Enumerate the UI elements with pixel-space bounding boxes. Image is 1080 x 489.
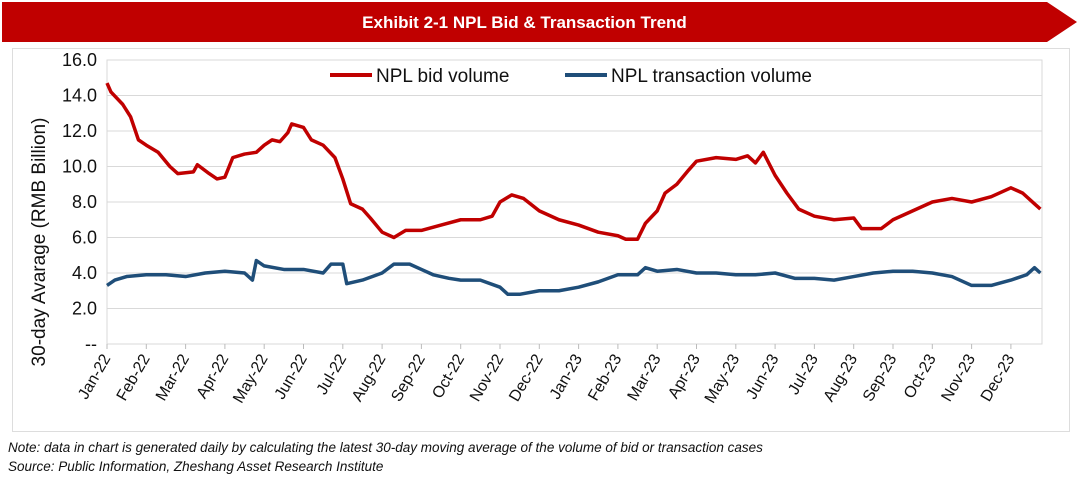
legend-label-bid: NPL bid volume [376, 66, 509, 87]
chart-source: Source: Public Information, Zheshang Ass… [8, 459, 384, 474]
x-tick-label: Sep-23 [860, 351, 901, 404]
x-tick-label: Feb-22 [114, 351, 154, 403]
x-tick-label: Apr-22 [194, 351, 233, 401]
x-tick-label: Feb-23 [585, 351, 625, 403]
y-tick-label: 8.0 [72, 192, 97, 212]
x-tick-label: Jul-22 [314, 351, 351, 397]
x-tick-label: Jan-23 [547, 351, 586, 402]
x-tick-label: Mar-23 [625, 351, 665, 403]
x-tick-label: Apr-23 [665, 351, 704, 401]
y-tick-label: 16.0 [62, 50, 97, 70]
y-tick-label: 6.0 [72, 228, 97, 248]
x-tick-label: Nov-23 [939, 351, 980, 404]
y-tick-label: -- [85, 334, 97, 354]
x-tick-label: Jan-22 [75, 351, 114, 402]
y-tick-label: 14.0 [62, 86, 97, 106]
x-tick-label: Dec-22 [506, 351, 547, 404]
x-tick-label: Dec-23 [978, 351, 1019, 404]
title-banner: Exhibit 2-1 NPL Bid & Transaction Trend [2, 2, 1077, 42]
x-tick-label: Mar-22 [153, 351, 193, 403]
x-tick-label: Oct-23 [901, 351, 940, 401]
chart-title: Exhibit 2-1 NPL Bid & Transaction Trend [362, 13, 687, 32]
x-tick-label: Aug-23 [821, 351, 862, 404]
x-tick-label: May-23 [702, 351, 743, 406]
x-tick-label: Oct-22 [429, 351, 468, 401]
x-tick-label: Nov-22 [467, 351, 508, 404]
chart-note: Note: data in chart is generated daily b… [8, 440, 763, 455]
x-tick-label: Jun-23 [743, 351, 782, 402]
y-tick-label: 10.0 [62, 157, 97, 177]
y-tick-label: 4.0 [72, 263, 97, 283]
x-tick-label: Jun-22 [272, 351, 311, 402]
x-tick-label: Jul-23 [785, 351, 822, 397]
y-axis-label: 30-day Avarage (RMB Billion) [29, 118, 50, 367]
legend-label-transaction: NPL transaction volume [611, 66, 812, 87]
y-tick-label: 2.0 [72, 299, 97, 319]
chart-frame [12, 48, 1070, 432]
y-tick-label: 12.0 [62, 121, 97, 141]
bid-volume-line [105, 82, 1042, 242]
x-tick-label: May-22 [230, 351, 271, 406]
x-tick-label: Aug-22 [349, 351, 390, 404]
transaction-volume-line [106, 258, 1042, 297]
x-tick-label: Sep-22 [388, 351, 429, 404]
